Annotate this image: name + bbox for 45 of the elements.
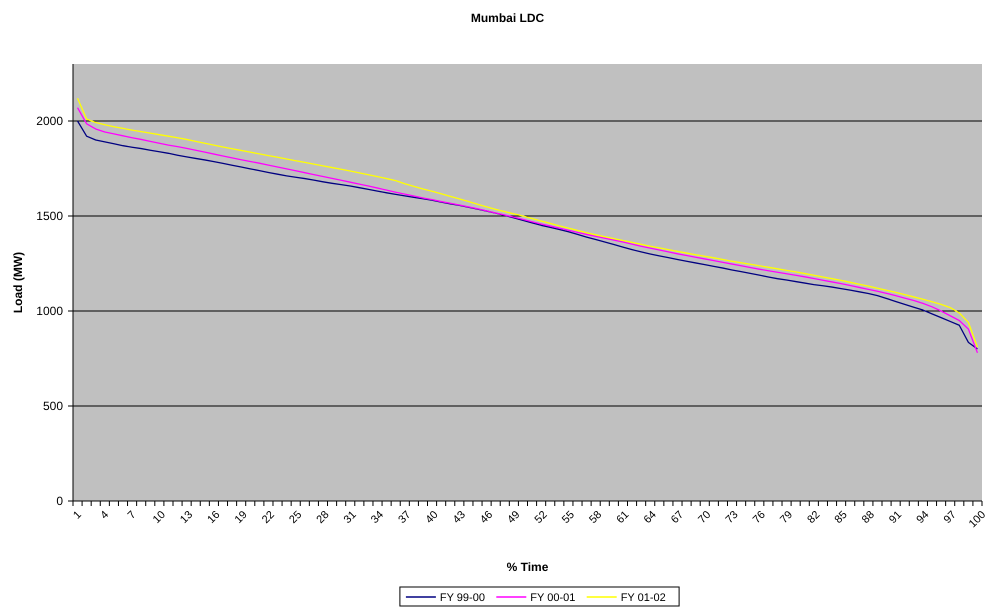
x-tick-label: 49 bbox=[505, 508, 522, 526]
y-tick-label: 1500 bbox=[36, 209, 64, 223]
x-tick-label: 13 bbox=[178, 508, 196, 526]
x-tick-label: 61 bbox=[614, 508, 632, 526]
x-axis-title: % Time bbox=[506, 560, 549, 574]
x-tick-label: 76 bbox=[750, 508, 768, 526]
x-tick-label: 91 bbox=[887, 508, 904, 526]
x-tick-label: 1 bbox=[71, 508, 84, 522]
x-tick-label: 19 bbox=[232, 508, 250, 526]
x-tick-label: 40 bbox=[423, 508, 441, 526]
x-tick-label: 16 bbox=[205, 508, 222, 526]
x-tick-label: 64 bbox=[642, 508, 659, 526]
x-tick-label: 37 bbox=[396, 508, 414, 526]
x-tick-label: 70 bbox=[696, 508, 714, 526]
x-tick-label: 25 bbox=[287, 508, 304, 526]
legend-label: FY 00-01 bbox=[530, 592, 576, 604]
x-tick-label: 79 bbox=[778, 508, 796, 526]
x-tick-label: 28 bbox=[314, 508, 332, 526]
x-tick-label: 7 bbox=[126, 508, 138, 522]
x-tick-label: 100 bbox=[966, 508, 988, 530]
x-tick-label: 55 bbox=[560, 508, 577, 526]
x-tick-label: 97 bbox=[942, 508, 959, 526]
x-tick-label: 88 bbox=[860, 508, 877, 526]
x-tick-label: 31 bbox=[342, 508, 359, 526]
x-tick-label: 94 bbox=[914, 508, 932, 526]
x-tick-label: 52 bbox=[532, 508, 550, 526]
y-axis-title: Load (MW) bbox=[11, 252, 25, 314]
y-tick-label: 2000 bbox=[36, 114, 64, 128]
x-tick-label: 43 bbox=[450, 508, 468, 526]
y-tick-label: 500 bbox=[42, 399, 64, 413]
x-tick-label: 4 bbox=[98, 508, 112, 522]
chart-title: Mumbai LDC bbox=[470, 11, 544, 25]
y-tick-label: 1000 bbox=[36, 304, 64, 318]
x-tick-label: 58 bbox=[587, 508, 604, 526]
x-tick-label: 22 bbox=[260, 508, 278, 526]
y-tick-label: 0 bbox=[56, 494, 64, 508]
x-tick-label: 46 bbox=[478, 508, 496, 526]
legend-label: FY 99-00 bbox=[440, 592, 485, 604]
x-tick-label: 10 bbox=[150, 508, 168, 526]
x-tick-label: 67 bbox=[668, 508, 686, 526]
x-tick-label: 34 bbox=[368, 508, 386, 526]
x-tick-label: 85 bbox=[832, 508, 850, 526]
x-tick-label: 73 bbox=[723, 508, 741, 526]
x-tick-label: 82 bbox=[805, 508, 822, 526]
legend-label: FY 01-02 bbox=[620, 592, 666, 604]
